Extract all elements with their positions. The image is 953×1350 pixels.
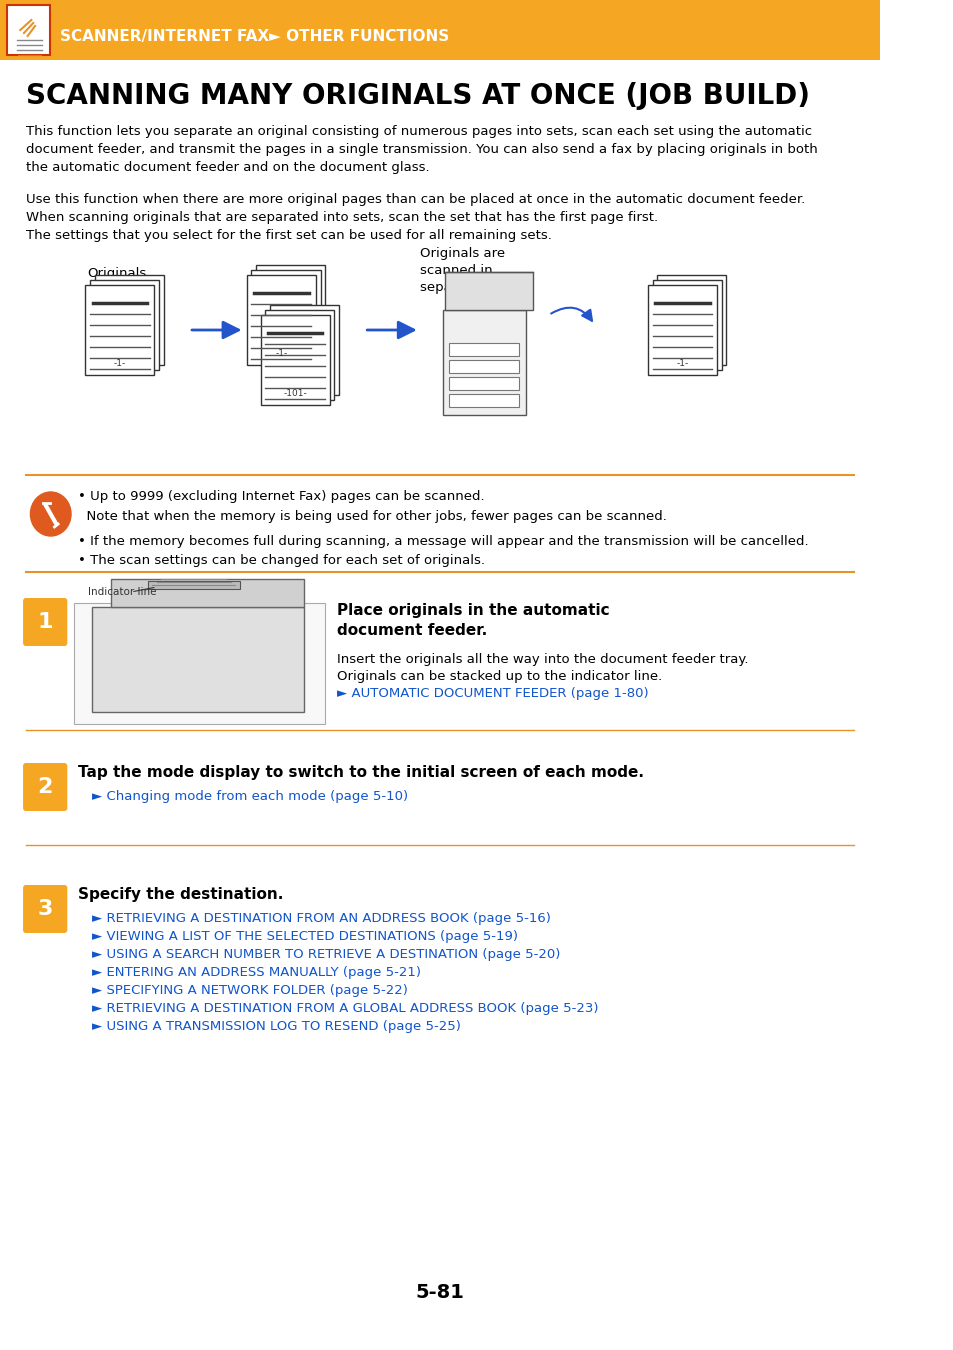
Text: This function lets you separate an original consisting of numerous pages into se: This function lets you separate an origi… [26,126,817,174]
FancyBboxPatch shape [8,5,50,55]
FancyBboxPatch shape [23,763,68,811]
Text: -1-: -1- [113,359,126,367]
FancyBboxPatch shape [92,608,304,711]
Text: 1: 1 [37,612,52,632]
FancyBboxPatch shape [23,886,68,933]
Text: ► Changing mode from each mode (page 5-10): ► Changing mode from each mode (page 5-1… [92,790,408,803]
Text: ► SPECIFYING A NETWORK FOLDER (page 5-22): ► SPECIFYING A NETWORK FOLDER (page 5-22… [92,984,408,998]
Text: Place originals in the automatic
document feeder.: Place originals in the automatic documen… [336,603,609,637]
Text: ► ENTERING AN ADDRESS MANUALLY (page 5-21): ► ENTERING AN ADDRESS MANUALLY (page 5-2… [92,967,421,979]
FancyBboxPatch shape [445,271,533,310]
FancyBboxPatch shape [265,310,334,400]
Text: -1-: -1- [274,348,287,358]
FancyBboxPatch shape [657,275,725,364]
Text: ► RETRIEVING A DESTINATION FROM A GLOBAL ADDRESS BOOK (page 5-23): ► RETRIEVING A DESTINATION FROM A GLOBAL… [92,1002,598,1015]
FancyBboxPatch shape [90,279,159,370]
Text: • Up to 9999 (excluding Internet Fax) pages can be scanned.: • Up to 9999 (excluding Internet Fax) pa… [78,490,484,504]
FancyBboxPatch shape [449,377,518,390]
Text: Originals: Originals [88,267,147,279]
FancyBboxPatch shape [111,579,304,608]
FancyBboxPatch shape [85,285,154,375]
FancyBboxPatch shape [0,0,879,59]
Text: ► VIEWING A LIST OF THE SELECTED DESTINATIONS (page 5-19): ► VIEWING A LIST OF THE SELECTED DESTINA… [92,930,517,944]
FancyBboxPatch shape [260,315,330,405]
Text: Indicator line: Indicator line [88,587,156,597]
Text: -1-: -1- [676,359,688,367]
Text: • If the memory becomes full during scanning, a message will appear and the tran: • If the memory becomes full during scan… [78,535,808,548]
FancyBboxPatch shape [255,265,325,355]
FancyBboxPatch shape [449,394,518,406]
Text: • The scan settings can be changed for each set of originals.: • The scan settings can be changed for e… [78,554,485,567]
FancyBboxPatch shape [247,275,315,364]
Text: -101-: -101- [283,389,307,397]
Text: 3: 3 [37,899,52,919]
Text: ► USING A SEARCH NUMBER TO RETRIEVE A DESTINATION (page 5-20): ► USING A SEARCH NUMBER TO RETRIEVE A DE… [92,948,560,961]
FancyBboxPatch shape [652,279,721,370]
Text: ► USING A TRANSMISSION LOG TO RESEND (page 5-25): ► USING A TRANSMISSION LOG TO RESEND (pa… [92,1021,460,1033]
Text: Specify the destination.: Specify the destination. [78,887,283,902]
Text: SCANNER/INTERNET FAX► OTHER FUNCTIONS: SCANNER/INTERNET FAX► OTHER FUNCTIONS [60,30,449,45]
Text: 2: 2 [37,778,52,796]
Text: Use this function when there are more original pages than can be placed at once : Use this function when there are more or… [26,193,804,242]
FancyBboxPatch shape [449,343,518,356]
FancyBboxPatch shape [449,360,518,373]
Text: Note that when the memory is being used for other jobs, fewer pages can be scann: Note that when the memory is being used … [78,510,666,522]
FancyBboxPatch shape [148,580,239,589]
FancyBboxPatch shape [94,275,164,364]
Text: ► AUTOMATIC DOCUMENT FEEDER (page 1-80): ► AUTOMATIC DOCUMENT FEEDER (page 1-80) [336,687,648,701]
Circle shape [30,491,71,536]
Text: ► RETRIEVING A DESTINATION FROM AN ADDRESS BOOK (page 5-16): ► RETRIEVING A DESTINATION FROM AN ADDRE… [92,913,551,925]
Text: Tap the mode display to switch to the initial screen of each mode.: Tap the mode display to switch to the in… [78,765,643,780]
Text: Insert the originals all the way into the document feeder tray.
Originals can be: Insert the originals all the way into th… [336,653,747,683]
FancyBboxPatch shape [270,305,338,396]
FancyBboxPatch shape [647,285,717,375]
Text: 5-81: 5-81 [416,1282,464,1301]
FancyBboxPatch shape [73,603,324,724]
Text: SCANNING MANY ORIGINALS AT ONCE (JOB BUILD): SCANNING MANY ORIGINALS AT ONCE (JOB BUI… [26,82,809,109]
Text: Originals are
scanned in
separate sets.: Originals are scanned in separate sets. [419,247,514,294]
FancyBboxPatch shape [23,598,68,647]
FancyBboxPatch shape [251,270,320,360]
FancyBboxPatch shape [442,310,525,414]
